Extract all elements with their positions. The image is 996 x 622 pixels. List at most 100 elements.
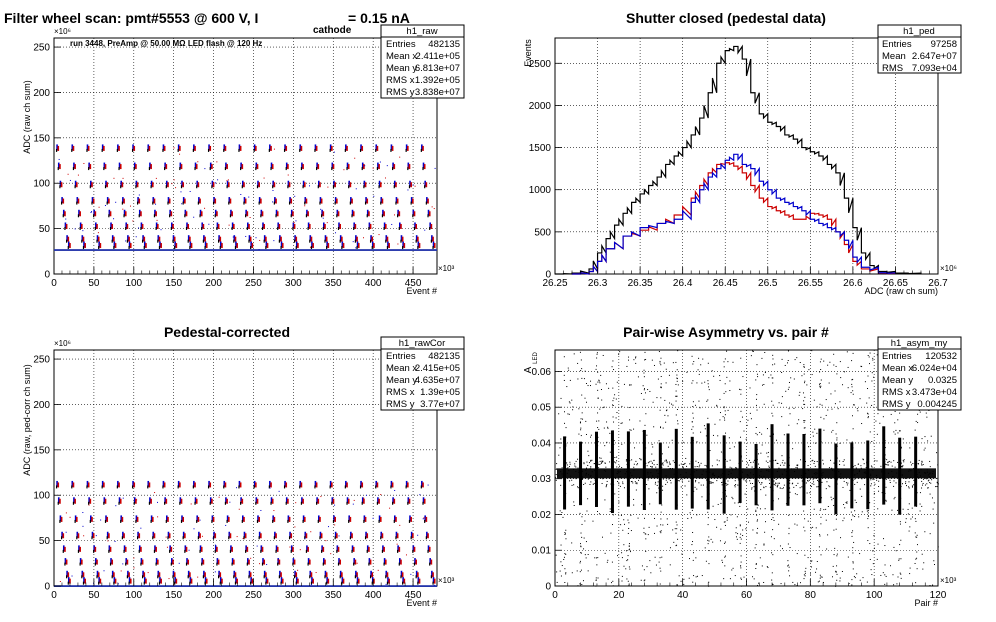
asym-data-point — [803, 366, 805, 368]
raw-data-point — [226, 180, 228, 182]
raw-data-point — [137, 197, 139, 204]
rawCor-data-point — [390, 480, 393, 487]
raw-data-point — [170, 211, 173, 217]
asym-data-point — [708, 585, 710, 587]
asym-data-point — [712, 472, 714, 474]
asym-data-point — [721, 481, 723, 483]
raw-data-point — [86, 144, 89, 151]
asym-data-point — [585, 474, 587, 476]
asym-data-point — [569, 402, 571, 404]
rawCor-data-point — [111, 575, 113, 579]
asym-data-point — [583, 463, 585, 465]
rawCor-data-point — [427, 533, 429, 539]
ped-y-tick-label: 1500 — [529, 143, 552, 154]
asym-data-point — [753, 468, 755, 470]
asym-data-point — [612, 416, 614, 418]
rawCor-data-point — [135, 498, 137, 504]
rawCor-data-point — [163, 482, 166, 488]
asym-data-point — [830, 496, 832, 498]
raw-data-point — [293, 221, 295, 223]
raw-data-point — [226, 164, 228, 170]
asym-data-point — [778, 523, 780, 525]
rawCor-data-point — [413, 546, 416, 552]
rawCor-data-point — [281, 578, 284, 584]
asym-data-point — [882, 572, 884, 574]
raw-data-point — [423, 164, 426, 170]
raw-data-point — [410, 197, 413, 204]
asym-data-point — [707, 499, 709, 501]
rawCor-data-point — [365, 531, 367, 538]
rawCor-data-point — [307, 562, 309, 566]
ped-series-line — [555, 44, 922, 275]
asym-data-point — [883, 462, 885, 464]
asym-data-point — [623, 544, 625, 546]
asym-data-point — [911, 507, 913, 509]
raw-data-point — [424, 185, 426, 189]
rawCor-data-point — [278, 490, 280, 492]
asym-data-point — [724, 410, 726, 412]
asym-data-point — [866, 402, 868, 404]
rawCor-data-point — [288, 536, 291, 540]
asym-data-point — [757, 504, 759, 506]
asym-data-point — [653, 464, 655, 466]
asym-data-point — [860, 465, 862, 467]
raw-data-point — [88, 167, 90, 171]
rawCor-data-point — [368, 562, 370, 566]
rawCor-data-point — [287, 519, 289, 523]
asym-data-point — [581, 412, 583, 414]
asym-data-point — [680, 486, 682, 488]
asym-data-point — [716, 526, 718, 528]
rawCor-data-point — [277, 559, 279, 561]
raw-data-point — [82, 230, 84, 232]
asym-data-point — [900, 577, 902, 579]
raw-data-point — [233, 239, 235, 243]
asym-data-point — [916, 536, 918, 538]
asym-data-point — [556, 571, 558, 573]
asym-data-point — [742, 529, 744, 531]
asym-data-point — [693, 575, 695, 577]
asym-data-point — [660, 458, 662, 460]
asym-data-point — [936, 477, 938, 479]
asym-data-point — [600, 389, 602, 391]
asym-data-point — [766, 452, 768, 454]
asym-data-point — [902, 465, 904, 467]
asym-x-tick-label: 120 — [930, 590, 947, 601]
rawCor-data-point — [334, 504, 336, 506]
ped-stats-value-0: 97258 — [931, 39, 957, 50]
asym-data-point — [914, 532, 916, 534]
raw-data-point — [386, 165, 388, 167]
raw-data-point — [415, 239, 417, 243]
ped-x-tick-label: 26.3 — [588, 278, 608, 289]
rawCor-data-point — [256, 519, 259, 523]
raw-data-point — [398, 211, 401, 217]
asym-data-point — [729, 380, 731, 382]
raw-data-point — [83, 162, 85, 164]
rawCor-data-point — [185, 546, 188, 552]
asym-data-point — [852, 552, 854, 554]
asym-data-point — [921, 553, 923, 555]
rawCor-data-point — [243, 516, 245, 522]
asym-data-point — [855, 467, 857, 469]
rawCor-data-point — [82, 572, 85, 578]
asym-data-point — [677, 420, 679, 422]
raw-data-point — [91, 201, 93, 205]
asym-data-point — [585, 467, 587, 469]
raw-data-point — [256, 164, 259, 170]
asym-data-point — [745, 438, 747, 440]
rawCor-data-point — [166, 515, 168, 522]
asym-data-point — [695, 481, 697, 483]
rawCor-data-point — [81, 575, 83, 579]
asym-data-point — [884, 440, 886, 442]
rawCor-data-point — [320, 533, 323, 539]
raw-data-point — [434, 167, 436, 169]
asym-data-point — [565, 529, 567, 531]
asym-data-point — [651, 443, 653, 445]
asym-data-point — [708, 581, 710, 583]
raw-data-point — [319, 201, 321, 205]
raw-data-point — [90, 212, 92, 214]
raw-data-point — [405, 148, 407, 152]
asym-data-point — [612, 466, 614, 468]
asym-data-point — [788, 424, 790, 426]
rawCor-data-point — [256, 545, 258, 547]
